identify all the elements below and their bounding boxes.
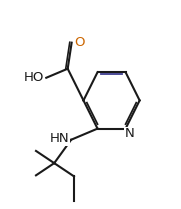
Text: N: N (125, 127, 135, 140)
Text: O: O (74, 36, 85, 49)
Text: HN: HN (50, 132, 69, 145)
Text: HO: HO (24, 71, 45, 84)
